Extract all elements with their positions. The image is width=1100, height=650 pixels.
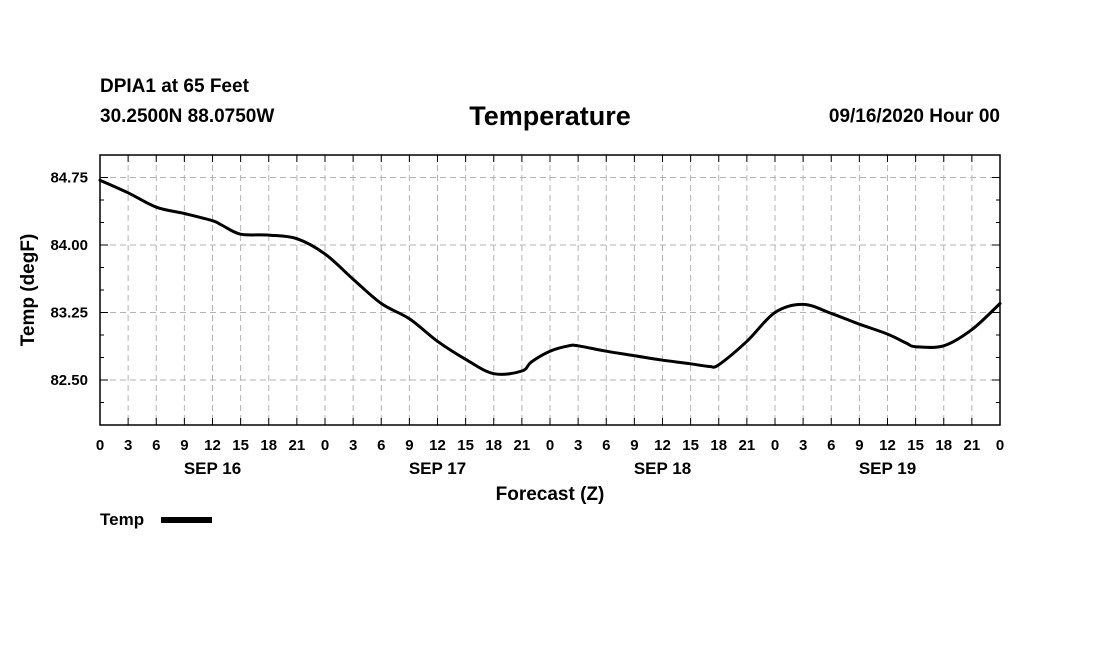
x-tick-label: 12: [879, 437, 896, 454]
x-tick-label: 21: [739, 437, 756, 454]
x-tick-label: 9: [405, 437, 413, 454]
x-tick-label: 12: [654, 437, 671, 454]
x-tick-label: 0: [96, 437, 104, 454]
series: [98, 178, 1002, 376]
legend: Temp: [100, 510, 212, 529]
chart-title: Temperature: [469, 101, 631, 131]
x-tick-label: 0: [321, 437, 329, 454]
x-tick-label: 6: [827, 437, 835, 454]
x-tick-label: 21: [964, 437, 981, 454]
x-tick-label: 0: [996, 437, 1004, 454]
grid: [100, 155, 1000, 425]
x-tick-label: 9: [630, 437, 638, 454]
x-day-label: SEP 16: [184, 459, 241, 478]
x-tick-label: 15: [682, 437, 699, 454]
x-tick-label: 15: [232, 437, 249, 454]
y-tick-label: 83.25: [50, 305, 88, 322]
x-tick-label: 12: [429, 437, 446, 454]
x-tick-label: 15: [457, 437, 474, 454]
x-tick-label: 0: [771, 437, 779, 454]
x-tick-label: 18: [935, 437, 952, 454]
x-tick-label: 3: [124, 437, 132, 454]
x-tick-label: 18: [710, 437, 727, 454]
x-tick-label: 3: [349, 437, 357, 454]
x-tick-label: 21: [514, 437, 531, 454]
x-tick-label: 3: [574, 437, 582, 454]
x-tick-label: 6: [152, 437, 160, 454]
x-tick-label: 6: [377, 437, 385, 454]
x-day-label: SEP 19: [859, 459, 916, 478]
forecast-datetime: 09/16/2020 Hour 00: [828, 106, 1000, 127]
coordinates-label: 30.2500N 88.0750W: [100, 106, 275, 127]
y-tick-label: 82.50: [50, 372, 88, 389]
y-axis-label: Temp (degF): [18, 234, 39, 347]
x-tick-label: 9: [855, 437, 863, 454]
station-label: DPIA1 at 65 Feet: [100, 76, 249, 97]
x-day-label: SEP 18: [634, 459, 691, 478]
y-tick-label: 84.75: [50, 170, 88, 187]
series-line-temp: [98, 178, 1002, 376]
legend-swatch-temp: [161, 517, 212, 523]
x-tick-label: 18: [485, 437, 502, 454]
x-day-label: SEP 17: [409, 459, 466, 478]
x-tick-label: 12: [204, 437, 221, 454]
x-axis-label: Forecast (Z): [496, 484, 605, 505]
x-tick-label: 9: [180, 437, 188, 454]
y-tick-label: 84.00: [50, 237, 88, 254]
legend-label-temp: Temp: [100, 510, 144, 529]
x-tick-label: 6: [602, 437, 610, 454]
x-tick-label: 15: [907, 437, 924, 454]
x-tick-label: 3: [799, 437, 807, 454]
x-tick-label: 21: [289, 437, 306, 454]
x-tick-label: 18: [260, 437, 277, 454]
x-tick-label: 0: [546, 437, 554, 454]
axis-ticks: 0 3 6 9 12 15 18 21 0 3 6 9 12 15 18 21 0 3 6 9 12 15 18 21 0 3 6 9…: [50, 155, 1004, 478]
